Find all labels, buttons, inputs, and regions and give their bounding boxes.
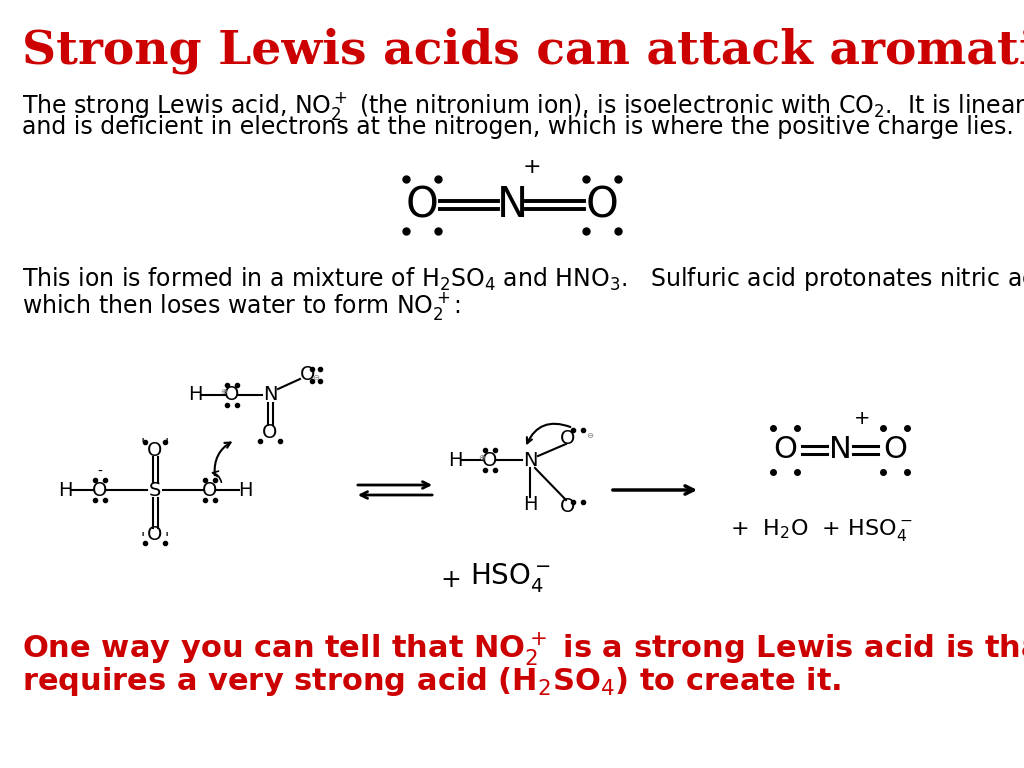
Text: N: N bbox=[828, 435, 851, 465]
Text: N: N bbox=[497, 184, 527, 226]
Text: O: O bbox=[300, 366, 315, 385]
Text: HSO$_4^-$: HSO$_4^-$ bbox=[470, 561, 550, 594]
Text: N: N bbox=[522, 451, 538, 469]
Text: O: O bbox=[482, 451, 498, 469]
Text: ': ' bbox=[165, 531, 169, 547]
Text: O: O bbox=[560, 429, 575, 448]
Text: O: O bbox=[773, 435, 797, 465]
Text: -: - bbox=[97, 465, 102, 479]
Text: O: O bbox=[586, 184, 618, 226]
Text: ⊖: ⊖ bbox=[587, 431, 594, 439]
Text: H: H bbox=[447, 451, 462, 469]
Text: The strong Lewis acid, NO$_2^+$ (the nitronium ion), is isoelectronic with CO$_2: The strong Lewis acid, NO$_2^+$ (the nit… bbox=[22, 90, 1024, 122]
Text: H: H bbox=[187, 386, 203, 405]
Text: O: O bbox=[560, 498, 575, 517]
Text: H: H bbox=[238, 481, 252, 499]
Text: which then loses water to form NO$_2^+$:: which then loses water to form NO$_2^+$: bbox=[22, 290, 461, 322]
Text: ⊕: ⊕ bbox=[220, 388, 227, 396]
Text: and is deficient in electrons at the nitrogen, which is where the positive charg: and is deficient in electrons at the nit… bbox=[22, 115, 1014, 139]
Text: O: O bbox=[92, 481, 108, 499]
Text: ⊖: ⊖ bbox=[312, 372, 319, 382]
Text: Strong Lewis acids can attack aromatic molecules: Strong Lewis acids can attack aromatic m… bbox=[22, 28, 1024, 74]
Text: $+$  H$_2$O  $+$ HSO$_4^-$: $+$ H$_2$O $+$ HSO$_4^-$ bbox=[730, 517, 912, 543]
Text: ⊕: ⊕ bbox=[478, 452, 485, 462]
Text: ': ' bbox=[141, 531, 145, 547]
Text: O: O bbox=[406, 184, 438, 226]
Text: This ion is formed in a mixture of H$_2$SO$_4$ and HNO$_3$.   Sulfuric acid prot: This ion is formed in a mixture of H$_2$… bbox=[22, 265, 1024, 293]
Text: S: S bbox=[148, 481, 161, 499]
Text: ': ' bbox=[165, 439, 169, 453]
Text: O: O bbox=[203, 481, 218, 499]
Text: $+$: $+$ bbox=[440, 568, 460, 592]
Text: O: O bbox=[262, 423, 278, 442]
Text: O: O bbox=[147, 441, 163, 459]
Text: O: O bbox=[883, 435, 907, 465]
Text: +: + bbox=[854, 409, 870, 428]
Text: N: N bbox=[263, 386, 278, 405]
Text: H: H bbox=[57, 481, 73, 499]
Text: +: + bbox=[522, 157, 542, 177]
Text: O: O bbox=[224, 386, 240, 405]
Text: O: O bbox=[147, 525, 163, 545]
Text: ': ' bbox=[141, 439, 145, 453]
Text: One way you can tell that NO$_2^+$ is a strong Lewis acid is that it: One way you can tell that NO$_2^+$ is a … bbox=[22, 630, 1024, 667]
Text: H: H bbox=[522, 495, 538, 515]
Text: requires a very strong acid (H$_2$SO$_4$) to create it.: requires a very strong acid (H$_2$SO$_4$… bbox=[22, 665, 842, 698]
